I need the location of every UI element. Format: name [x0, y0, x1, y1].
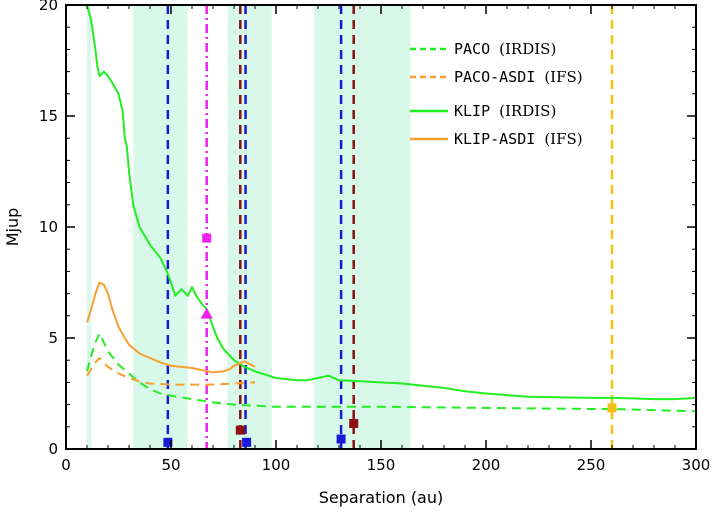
shaded-region: [87, 5, 92, 449]
shaded-region: [313, 5, 411, 449]
legend-label: KLIP (IRDIS): [454, 102, 556, 120]
x-tick-label: 50: [161, 456, 180, 474]
y-tick-label: 5: [48, 329, 58, 347]
x-tick-label: 100: [262, 456, 291, 474]
shaded-regions: [87, 5, 411, 449]
axis-ticks: 0 50 100 150 200 250 300 0 5 10 15 20: [39, 0, 710, 474]
legend-label: PACO (IRDIS): [454, 40, 556, 58]
y-tick-label: 20: [39, 0, 58, 14]
shaded-region: [227, 5, 272, 449]
legend: PACO (IRDIS) PACO-ASDI (IFS) KLIP (IRDIS) K…: [410, 40, 583, 148]
y-tick-label: 15: [39, 107, 58, 125]
x-tick-label: 150: [367, 456, 396, 474]
shaded-region: [133, 5, 188, 449]
series-line: [86, 281, 256, 374]
companion-marker: [607, 403, 617, 413]
companion-markers: [163, 233, 617, 447]
y-tick-label: 10: [39, 218, 58, 236]
x-tick-label: 0: [61, 456, 71, 474]
vertical-reference-lines: [166, 5, 614, 449]
companion-marker: [235, 425, 245, 435]
legend-label: KLIP-ASDI (IFS): [454, 130, 583, 148]
x-tick-label: 250: [577, 456, 606, 474]
x-axis-title: Separation (au): [319, 488, 444, 507]
companion-marker: [242, 437, 252, 447]
series-line: [86, 4, 697, 401]
legend-label: PACO-ASDI (IFS): [454, 68, 583, 86]
companion-marker: [163, 437, 173, 447]
x-tick-label: 300: [682, 456, 711, 474]
companion-marker: [349, 418, 359, 428]
series-line: [86, 357, 256, 386]
series-lines: [86, 4, 697, 413]
y-axis-title: Mjup: [3, 208, 22, 247]
x-tick-label: 200: [472, 456, 501, 474]
companion-marker: [202, 233, 212, 243]
companion-marker: [200, 307, 213, 319]
y-tick-label: 0: [48, 440, 58, 458]
companion-marker: [336, 434, 346, 444]
